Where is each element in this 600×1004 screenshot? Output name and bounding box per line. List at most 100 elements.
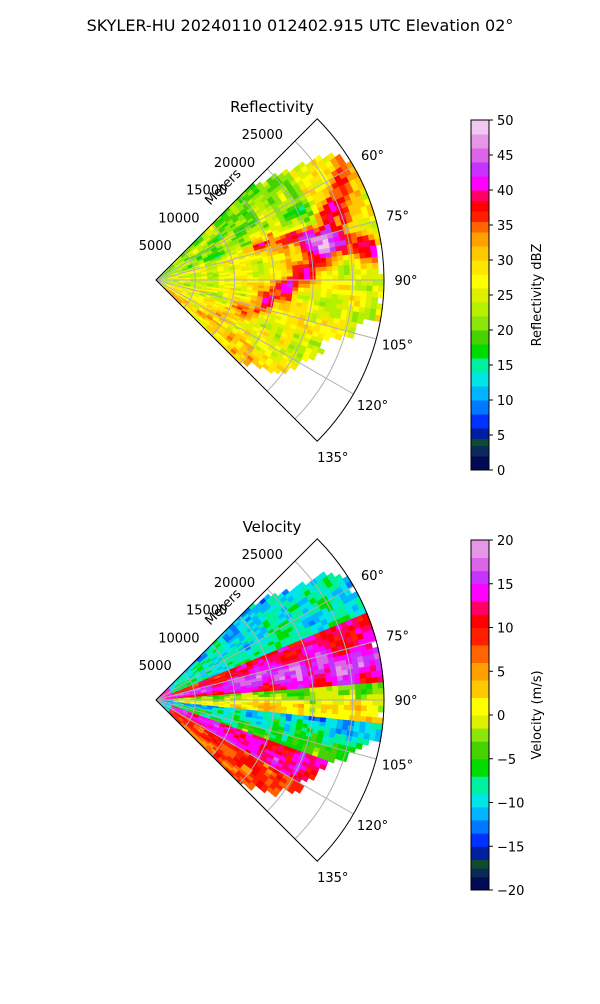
panel-reflectivity: Reflectivity 5000 10000 15000 20000 25000 60° 7…: [139, 98, 545, 479]
colorbar-band: [471, 445, 489, 457]
range-tick-label: 15000: [186, 604, 227, 619]
colorbar-band: [471, 274, 489, 289]
colorbar-band: [471, 758, 489, 777]
azimuth-tick-label: 135°: [317, 871, 348, 886]
colorbar-tick-label: 0: [497, 464, 505, 479]
colorbar-tick-label: 10: [497, 394, 514, 409]
colorbar: 0 5 10 15 20 25 30 35 40 45 50 Reflectivity dBZ: [470, 114, 545, 479]
colorbar-tick-label: 15: [497, 578, 514, 593]
colorbar-band: [471, 776, 489, 795]
colorbar-tick-label: −5: [497, 753, 516, 768]
panels: Reflectivity50001000015000200002500060°7…: [139, 98, 545, 899]
azimuth-gridline: [155, 279, 377, 340]
azimuth-tick-label: 120°: [357, 399, 388, 414]
colorbar-band: [471, 358, 489, 373]
colorbar-band: [471, 438, 489, 446]
colorbar-tick-label: 30: [497, 254, 514, 269]
panel-velocity: Velocity 5000 10000 15000 20000 25000 60° 75° 90…: [139, 518, 545, 899]
colorbar-band: [471, 148, 489, 163]
azimuth-tick-label: 135°: [317, 451, 348, 466]
panel-title: Velocity: [243, 518, 302, 536]
colorbar-tick-label: −15: [497, 840, 524, 855]
range-tick-label: 5000: [139, 659, 172, 674]
range-tick-label: 25000: [242, 128, 283, 143]
colorbar-tick-label: 5: [497, 665, 505, 680]
colorbar-tick-label: 40: [497, 184, 514, 199]
range-tick-label: 25000: [242, 548, 283, 563]
azimuth-gridline: [155, 279, 354, 395]
colorbar-tick-label: 15: [497, 359, 514, 374]
sector-frame: [155, 538, 385, 862]
azimuth-tick-label: 105°: [382, 759, 413, 774]
colorbar-tick-label: −20: [497, 884, 524, 899]
colorbar-band: [471, 697, 489, 716]
colorbar-band: [471, 859, 489, 869]
colorbar-band: [471, 820, 489, 834]
sector-frame: [155, 118, 385, 442]
azimuth-tick-label: 60°: [361, 149, 384, 164]
range-tick-label: 5000: [139, 239, 172, 254]
colorbar-band: [471, 200, 489, 212]
colorbar-band: [471, 288, 489, 303]
colorbar-band: [471, 557, 489, 572]
colorbar-band: [471, 316, 489, 331]
colorbar-band: [471, 302, 489, 317]
colorbar-label: Reflectivity dBZ: [530, 244, 545, 347]
colorbar-tick-label: 0: [497, 709, 505, 724]
colorbar-band: [471, 211, 489, 222]
colorbar-band: [471, 162, 489, 177]
colorbar-tick-label: 20: [497, 324, 514, 339]
colorbar-band: [471, 386, 489, 401]
colorbar-band: [471, 232, 489, 247]
colorbar-tick-label: 10: [497, 622, 514, 637]
colorbar-band: [471, 428, 489, 439]
data-field: [156, 152, 385, 375]
colorbar-band: [471, 680, 489, 698]
colorbar-band: [471, 614, 489, 628]
colorbar-tick-label: 5: [497, 429, 505, 444]
range-tick-label: 10000: [158, 631, 199, 646]
colorbar-band: [471, 728, 489, 742]
colorbar-label: Velocity (m/s): [530, 670, 545, 759]
colorbar-band: [471, 876, 489, 891]
colorbar-band: [471, 176, 489, 191]
azimuth-gridline: [155, 165, 354, 281]
colorbar-band: [471, 540, 489, 558]
panel-title: Reflectivity: [230, 98, 314, 116]
azimuth-gridline: [155, 699, 354, 815]
azimuth-tick-label: 105°: [382, 339, 413, 354]
colorbar-band: [471, 134, 489, 149]
colorbar-band: [471, 741, 489, 760]
range-tick-label: 20000: [214, 576, 255, 591]
colorbar: −20 −15 −10 −5 0 5 10 15 20 Velocity (m/s): [470, 534, 545, 899]
colorbar-band: [471, 793, 489, 808]
colorbar-band: [471, 570, 489, 585]
colorbar-band: [471, 414, 489, 429]
azimuth-tick-label: 75°: [386, 209, 409, 224]
colorbar-band: [471, 221, 489, 233]
colorbar-tick-label: 45: [497, 149, 514, 164]
colorbar-tick-label: 35: [497, 219, 514, 234]
range-tick-label: 10000: [158, 211, 199, 226]
azimuth-tick-label: 75°: [386, 629, 409, 644]
colorbar-band: [471, 372, 489, 387]
azimuth-tick-label: 60°: [361, 569, 384, 584]
colorbar-band: [471, 330, 489, 345]
colorbar-band: [471, 260, 489, 275]
colorbar-band: [471, 456, 489, 471]
azimuth-gridline: [155, 220, 377, 281]
colorbar-tick-label: 50: [497, 114, 514, 129]
colorbar-band: [471, 601, 489, 615]
azimuth-gridline: [155, 585, 354, 701]
colorbar-band: [471, 120, 489, 135]
azimuth-tick-label: 90°: [394, 694, 417, 709]
azimuth-gridline: [155, 699, 377, 760]
colorbar-band: [471, 344, 489, 359]
colorbar-band: [471, 868, 489, 878]
colorbar-band: [471, 662, 489, 681]
range-tick-label: 20000: [214, 156, 255, 171]
colorbar-band: [471, 846, 489, 860]
colorbar-band: [471, 806, 489, 821]
colorbar-band: [471, 400, 489, 415]
colorbar-band: [471, 583, 489, 602]
